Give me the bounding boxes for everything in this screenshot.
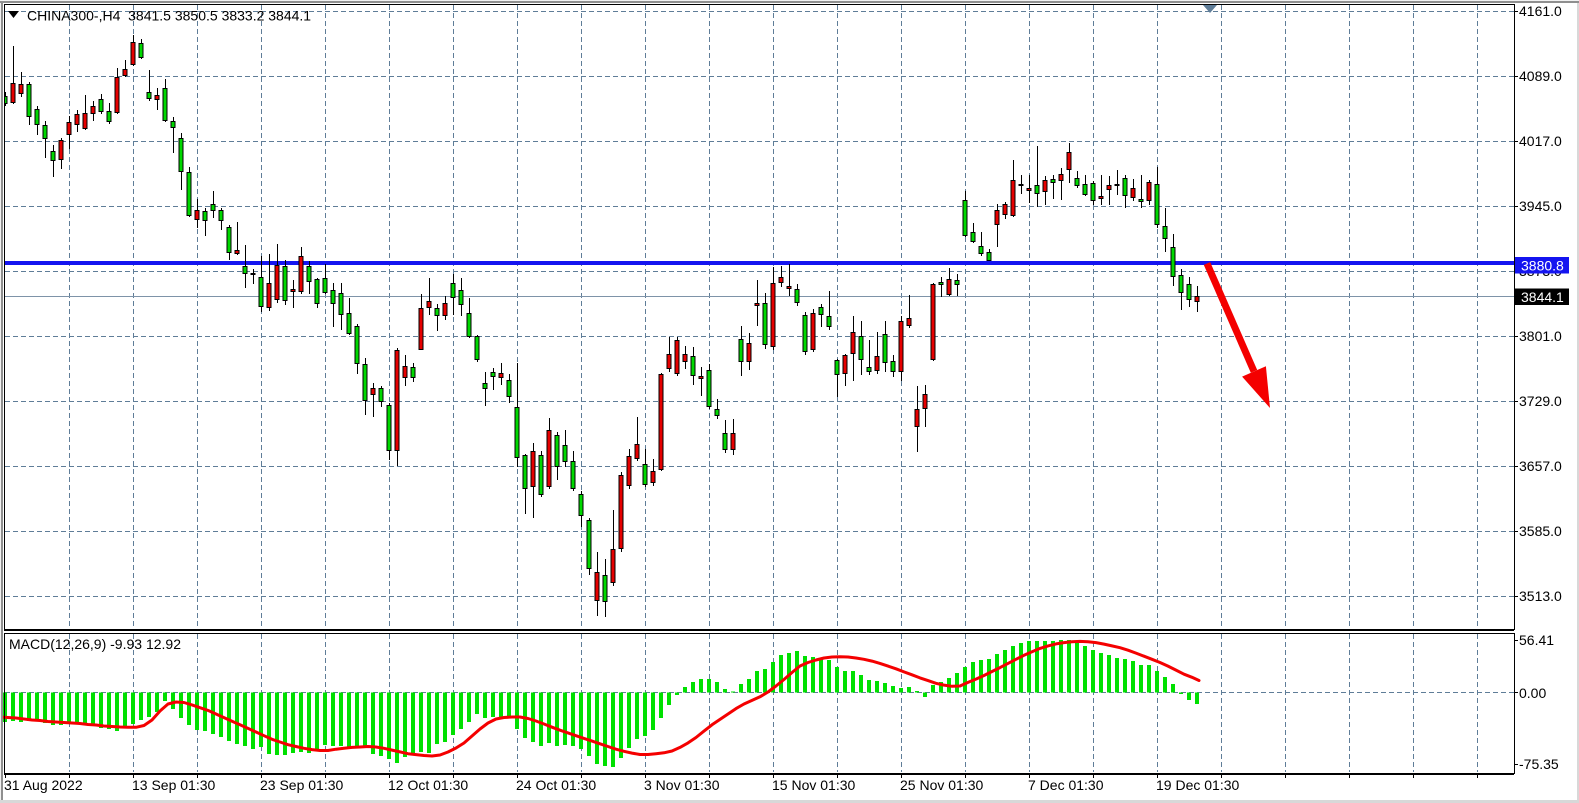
svg-text:56.41: 56.41 [1519, 632, 1554, 648]
svg-text:3945.0: 3945.0 [1519, 198, 1562, 214]
svg-text:24 Oct 01:30: 24 Oct 01:30 [516, 777, 596, 793]
svg-text:15 Nov 01:30: 15 Nov 01:30 [772, 777, 855, 793]
svg-text:MACD(12,26,9) -9.93 12.92: MACD(12,26,9) -9.93 12.92 [9, 636, 181, 652]
svg-text:3801.0: 3801.0 [1519, 328, 1562, 344]
svg-text:4161.0: 4161.0 [1519, 3, 1562, 19]
svg-text:4089.0: 4089.0 [1519, 68, 1562, 84]
svg-text:13 Sep 01:30: 13 Sep 01:30 [132, 777, 216, 793]
svg-text:3657.0: 3657.0 [1519, 458, 1562, 474]
svg-text:3 Nov 01:30: 3 Nov 01:30 [644, 777, 720, 793]
svg-text:19 Dec 01:30: 19 Dec 01:30 [1156, 777, 1239, 793]
svg-text:CHINA300-,H4 3841.5 3850.5 38: CHINA300-,H4 3841.5 3850.5 3833.2 3844.1 [27, 8, 311, 24]
svg-text:0.00: 0.00 [1519, 685, 1546, 701]
svg-text:3729.0: 3729.0 [1519, 393, 1562, 409]
svg-text:3844.1: 3844.1 [1521, 289, 1564, 305]
svg-text:3880.8: 3880.8 [1521, 258, 1564, 274]
svg-text:25 Nov 01:30: 25 Nov 01:30 [900, 777, 983, 793]
svg-text:23 Sep 01:30: 23 Sep 01:30 [260, 777, 344, 793]
svg-text:3585.0: 3585.0 [1519, 523, 1562, 539]
svg-text:12 Oct 01:30: 12 Oct 01:30 [388, 777, 468, 793]
svg-text:31 Aug 2022: 31 Aug 2022 [4, 777, 83, 793]
svg-text:7 Dec 01:30: 7 Dec 01:30 [1028, 777, 1104, 793]
svg-text:4017.0: 4017.0 [1519, 133, 1562, 149]
svg-text:3513.0: 3513.0 [1519, 588, 1562, 604]
svg-text:-75.35: -75.35 [1519, 756, 1559, 772]
